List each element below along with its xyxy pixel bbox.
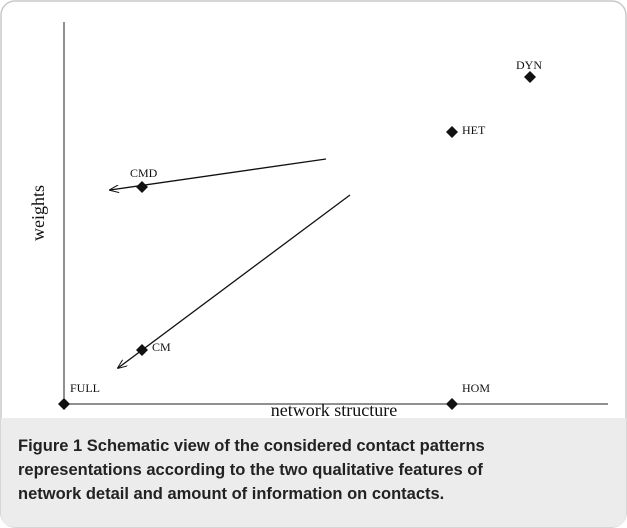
y-axis-label: weights xyxy=(28,185,48,241)
caption-label: Figure 1 xyxy=(18,437,82,455)
node-label: FULL xyxy=(70,381,100,395)
caption-area xyxy=(1,418,626,527)
caption-line: Figure 1 Schematic view of the considere… xyxy=(18,437,485,455)
diamond xyxy=(136,181,148,193)
diamond xyxy=(446,398,458,410)
node-label: CMD xyxy=(130,166,158,180)
caption-text: Schematic view of the considered contact… xyxy=(87,437,485,455)
x-axis-label: network structure xyxy=(271,400,397,420)
diamond xyxy=(136,344,148,356)
node-label: DYN xyxy=(516,58,542,72)
caption-line: network detail and amount of information… xyxy=(18,485,444,503)
node-markers xyxy=(58,71,536,410)
node-labels: FULL HOM CM CMD HET DYN xyxy=(70,58,542,395)
node-label: HET xyxy=(462,123,486,137)
node-label: HOM xyxy=(462,381,490,395)
diamond xyxy=(524,71,536,83)
diamond xyxy=(58,398,70,410)
node-label: CM xyxy=(152,340,171,354)
arrow xyxy=(110,158,327,190)
diamond xyxy=(446,126,458,138)
caption-line: representations according to the two qua… xyxy=(18,461,483,479)
arrow xyxy=(118,194,351,368)
